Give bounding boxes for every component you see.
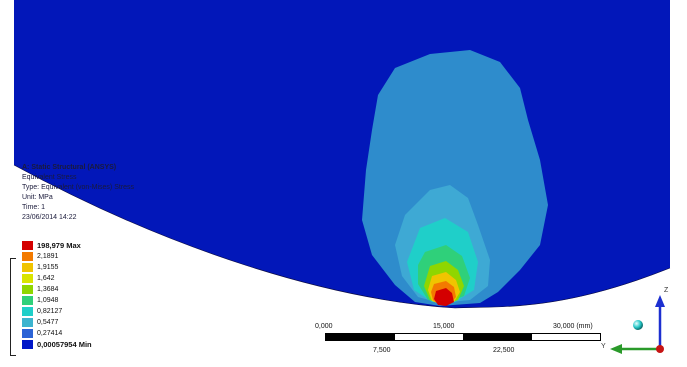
legend-row: 1,642: [22, 273, 55, 283]
result-unit: Unit: MPa: [22, 194, 53, 201]
legend-swatch: [22, 262, 33, 272]
scale-tick-15000: 15,000: [433, 323, 455, 330]
legend-row: 0,5477: [22, 317, 58, 327]
scale-tick-0: 0,000: [315, 323, 333, 330]
legend-swatch: [22, 251, 33, 261]
legend-value: 0,82127: [37, 307, 63, 315]
model-edge: [13, 164, 671, 309]
legend-value: 0,27414: [37, 329, 63, 337]
axis-triad[interactable]: Z Y: [598, 283, 680, 363]
legend-row: 2,1891: [22, 251, 58, 261]
triad-icon: [610, 295, 665, 354]
legend-value: 1,9155: [37, 263, 59, 271]
legend-row: 0,27414: [22, 328, 62, 338]
scale-bar-graphic: [325, 333, 601, 341]
legend-row: 0,82127: [22, 306, 62, 316]
result-name: Equivalent Stress: [22, 174, 77, 181]
legend-row: 0,00057954 Min: [22, 339, 92, 349]
legend-swatch: [22, 317, 33, 327]
legend-swatch: [22, 328, 33, 338]
legend-value: 1,0948: [37, 296, 59, 304]
legend-swatch: [22, 273, 33, 283]
legend-value: 2,1891: [37, 252, 59, 260]
legend-value: 1,642: [37, 274, 55, 282]
scale-tick-30000: 30,000 (mm): [553, 323, 593, 330]
model-body: [14, 0, 670, 308]
legend-bracket: [10, 258, 16, 356]
z-axis-label: Z: [664, 287, 669, 294]
legend-row: 1,3684: [22, 284, 58, 294]
scale-bar: 0,000 15,000 30,000 (mm) 7,500 22,500: [315, 323, 635, 363]
legend-swatch: [22, 240, 33, 250]
analysis-title: A: Static Structural (ANSYS): [22, 164, 117, 171]
result-info-panel: A: Static Structural (ANSYS) Equivalent …: [22, 163, 134, 223]
legend-swatch: [22, 306, 33, 316]
contour-band-max: [434, 288, 454, 306]
legend-row: 198,979 Max: [22, 240, 81, 250]
legend-row: 1,9155: [22, 262, 58, 272]
scale-tick-22500: 22,500: [493, 347, 515, 354]
result-time: Time: 1: [22, 204, 46, 211]
legend-row: 1,0948: [22, 295, 58, 305]
legend-value: 1,3684: [37, 285, 59, 293]
legend-value: 0,00057954 Min: [37, 339, 92, 349]
legend-swatch: [22, 284, 33, 294]
result-date: 23/06/2014 14:22: [22, 214, 77, 221]
legend-value: 0,5477: [37, 318, 59, 326]
legend-value: 198,979 Max: [37, 240, 81, 250]
result-type: Type: Equivalent (von-Mises) Stress: [22, 184, 135, 191]
y-axis-label: Y: [601, 343, 606, 350]
legend-swatch: [22, 339, 33, 349]
scale-tick-7500: 7,500: [373, 347, 391, 354]
legend-swatch: [22, 295, 33, 305]
